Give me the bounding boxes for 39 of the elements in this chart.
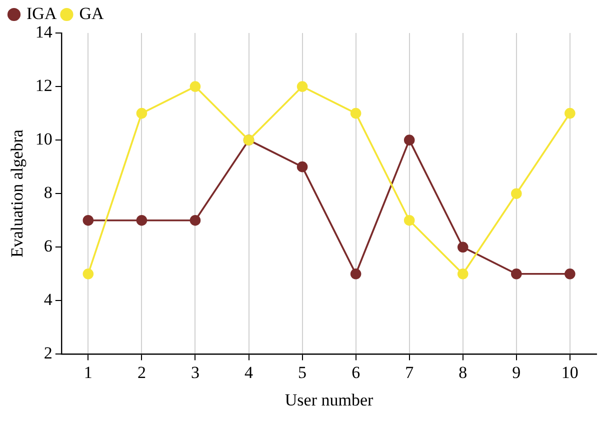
point <box>511 188 522 199</box>
point <box>82 214 94 226</box>
x-tick-label: 6 <box>352 362 360 382</box>
point <box>136 214 148 226</box>
point <box>190 214 201 226</box>
x-tick-label: 9 <box>512 362 521 382</box>
point <box>190 81 201 92</box>
point <box>511 268 522 280</box>
x-tick-label: 8 <box>458 362 468 382</box>
y-tick-label: 12 <box>35 76 52 95</box>
x-tick-label: 5 <box>298 362 307 382</box>
point <box>350 268 362 280</box>
y-tick-label: 10 <box>35 130 52 149</box>
point <box>564 268 576 280</box>
point <box>296 81 308 92</box>
y-axis-title: Evaluation algebra <box>8 129 27 258</box>
point <box>457 268 468 280</box>
point <box>457 242 468 253</box>
x-tick-label: 3 <box>190 362 200 382</box>
x-tick-label: 10 <box>561 362 578 382</box>
point <box>350 108 362 119</box>
x-tick-label: 2 <box>137 362 146 382</box>
point <box>564 108 576 119</box>
legend-label: GA <box>79 4 104 23</box>
y-tick-label: 8 <box>44 183 52 202</box>
x-axis-title: User number <box>284 390 374 410</box>
y-tick-label: 4 <box>44 290 53 310</box>
x-tick-label: 1 <box>84 362 92 382</box>
x-tick-label: 4 <box>244 362 254 382</box>
y-tick-label: 2 <box>44 344 52 363</box>
point <box>296 161 308 172</box>
point <box>404 134 415 146</box>
x-tick-label: 7 <box>405 362 414 382</box>
y-tick-label: 6 <box>44 236 52 256</box>
legend-label: IGA <box>26 4 58 23</box>
point <box>404 214 415 226</box>
y-tick-label: 14 <box>35 22 53 42</box>
point <box>82 268 94 280</box>
point <box>136 108 148 119</box>
